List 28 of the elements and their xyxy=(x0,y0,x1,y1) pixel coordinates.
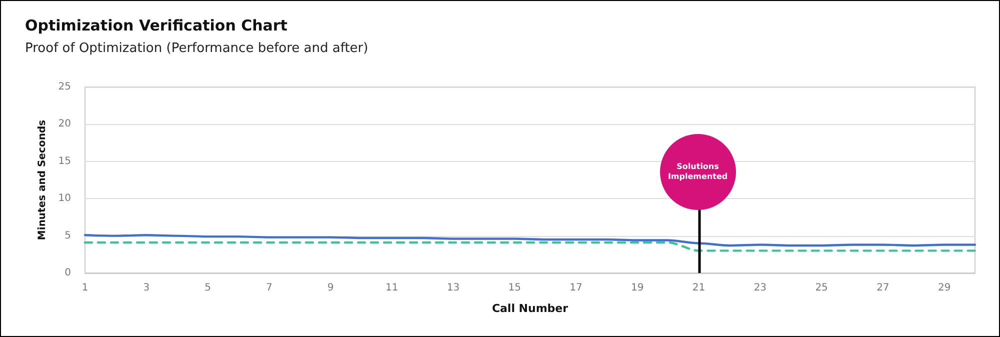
x-tick-label: 9 xyxy=(327,282,334,294)
y-tick-label: 0 xyxy=(64,268,71,278)
x-tick-label: 29 xyxy=(938,282,951,294)
x-tick-label: 27 xyxy=(876,282,890,294)
y-axis-title: Minutes and Seconds xyxy=(36,120,48,240)
circle-badge: Solutions Implemented xyxy=(660,134,736,210)
y-tick-label: 25 xyxy=(58,82,71,92)
chart-subtitle: Proof of Optimization (Performance before and after) xyxy=(25,41,368,56)
x-tick-label: 11 xyxy=(386,282,398,294)
y-tick-label: 20 xyxy=(58,118,71,130)
x-tick-label: 21 xyxy=(692,282,706,294)
x-axis-title: Call Number xyxy=(492,302,569,315)
line-series xyxy=(84,234,976,247)
y-tick-label: 5 xyxy=(64,230,71,242)
x-tick-label: 25 xyxy=(815,282,828,294)
x-tick-label: 1 xyxy=(82,282,88,294)
x-tick-label: 5 xyxy=(204,282,211,294)
y-tick-label: 15 xyxy=(58,156,71,167)
x-tick-label: 7 xyxy=(266,282,272,294)
x-tick-label: 19 xyxy=(631,282,644,294)
x-tick-label: 15 xyxy=(508,282,522,294)
ref-line-label: Solutions Implemented xyxy=(668,162,728,182)
chart-title: Optimization Verification Chart xyxy=(25,16,288,34)
x-tick-label: 3 xyxy=(143,282,150,294)
y-tick-label: 10 xyxy=(58,193,71,204)
x-tick-label: 13 xyxy=(446,282,460,294)
x-tick-label: 23 xyxy=(754,282,767,294)
x-tick-label: 17 xyxy=(570,282,582,294)
